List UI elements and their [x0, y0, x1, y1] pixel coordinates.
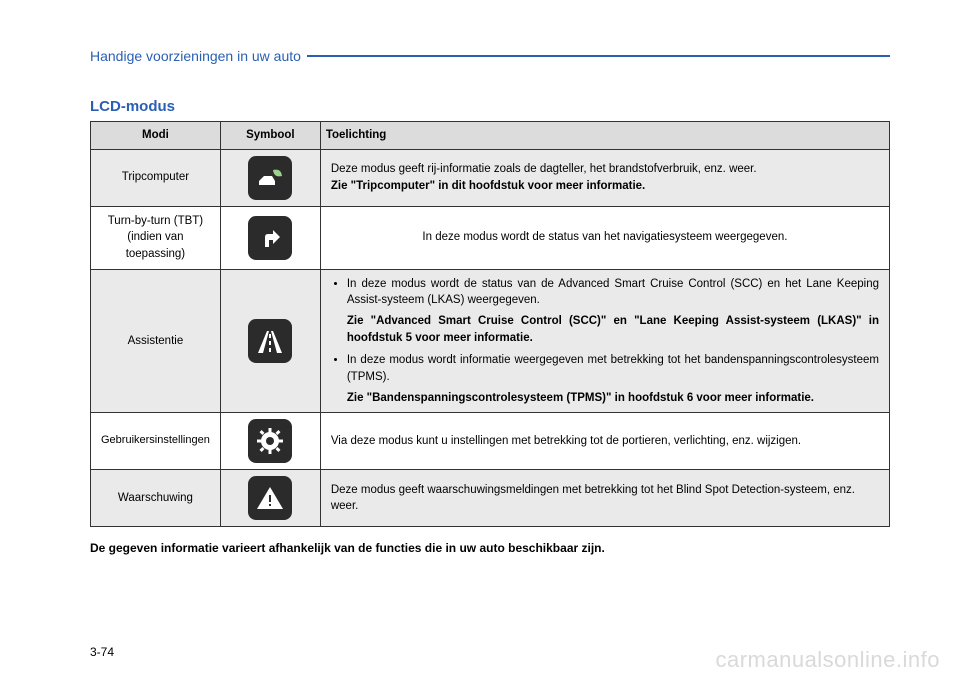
cell-modi: Gebruikersinstellingen	[91, 413, 221, 470]
cell-explanation: Deze modus geeft waarschuwingsmeldingen …	[320, 470, 889, 527]
th-modi: Modi	[91, 122, 221, 150]
bullet-text: In deze modus wordt de status van de Adv…	[347, 278, 879, 307]
cell-explanation: In deze modus wordt de status van het na…	[320, 206, 889, 269]
cell-modi: Assistentie	[91, 269, 221, 413]
header-rule	[307, 55, 890, 57]
lane-road-icon	[248, 319, 292, 363]
bullet-text: In deze modus wordt informatie weergegev…	[347, 354, 879, 383]
cell-symbol	[220, 470, 320, 527]
page-header: Handige voorzieningen in uw auto	[90, 48, 890, 64]
cell-symbol	[220, 206, 320, 269]
cell-modi: Tripcomputer	[91, 149, 221, 206]
cell-explanation: Deze modus geeft rij-informatie zoals de…	[320, 149, 889, 206]
cell-symbol	[220, 413, 320, 470]
explanation-text: Via deze modus kunt u instellingen met b…	[331, 435, 801, 447]
warning-triangle-icon	[248, 476, 292, 520]
explanation-text: Deze modus geeft rij-informatie zoals de…	[331, 161, 879, 178]
table-row: Assistentie In deze modus wordt de statu…	[91, 269, 890, 413]
page-number: 3-74	[90, 645, 114, 659]
cell-explanation: In deze modus wordt de status van de Adv…	[320, 269, 889, 413]
explanation-text: In deze modus wordt de status van het na…	[422, 231, 787, 243]
bullet-ref: Zie "Bandenspanningscontrolesysteem (TPM…	[347, 390, 879, 407]
header-title: Handige voorzieningen in uw auto	[90, 48, 301, 64]
table-row: Tripcomputer Deze modus geeft rij-inform…	[91, 149, 890, 206]
th-symbool: Symbool	[220, 122, 320, 150]
list-item: In deze modus wordt informatie weergegev…	[347, 352, 879, 406]
bullet-list: In deze modus wordt de status van de Adv…	[331, 276, 879, 407]
turn-arrow-icon	[248, 216, 292, 260]
bullet-ref: Zie "Advanced Smart Cruise Control (SCC)…	[347, 313, 879, 346]
section-title: LCD-modus	[90, 98, 890, 115]
table-row: Gebruikersinstellingen Via deze modus ku…	[91, 413, 890, 470]
cell-explanation: Via deze modus kunt u instellingen met b…	[320, 413, 889, 470]
cell-symbol	[220, 149, 320, 206]
table-header-row: Modi Symbool Toelichting	[91, 122, 890, 150]
list-item: In deze modus wordt de status van de Adv…	[347, 276, 879, 347]
cell-symbol	[220, 269, 320, 413]
lcd-modes-table: Modi Symbool Toelichting Tripcomputer De…	[90, 121, 890, 527]
table-row: Turn-by-turn (TBT) (indien van toepassin…	[91, 206, 890, 269]
watermark: carmanualsonline.info	[715, 647, 940, 673]
gear-icon	[248, 419, 292, 463]
footnote: De gegeven informatie varieert afhankeli…	[90, 541, 890, 555]
explanation-ref: Zie "Tripcomputer" in dit hoofdstuk voor…	[331, 178, 879, 195]
table-row: Waarschuwing Deze modus geeft waarschuwi…	[91, 470, 890, 527]
cell-modi: Waarschuwing	[91, 470, 221, 527]
explanation-text: Deze modus geeft waarschuwingsmeldingen …	[331, 484, 855, 513]
th-toelichting: Toelichting	[320, 122, 889, 150]
car-leaf-icon	[248, 156, 292, 200]
cell-modi: Turn-by-turn (TBT) (indien van toepassin…	[91, 206, 221, 269]
